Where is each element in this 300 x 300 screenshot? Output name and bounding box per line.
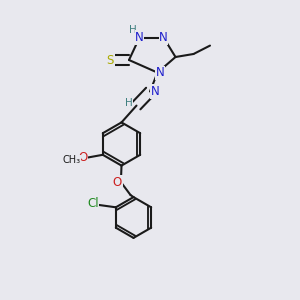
Text: H: H	[125, 98, 133, 108]
Text: O: O	[113, 176, 122, 189]
Text: Cl: Cl	[87, 197, 99, 210]
Text: N: N	[159, 31, 168, 44]
Text: CH₃: CH₃	[63, 155, 81, 165]
Text: N: N	[155, 66, 164, 79]
Text: N: N	[151, 85, 160, 98]
Text: N: N	[135, 31, 144, 44]
Text: H: H	[129, 25, 137, 35]
Text: S: S	[107, 53, 114, 67]
Text: O: O	[78, 151, 87, 164]
